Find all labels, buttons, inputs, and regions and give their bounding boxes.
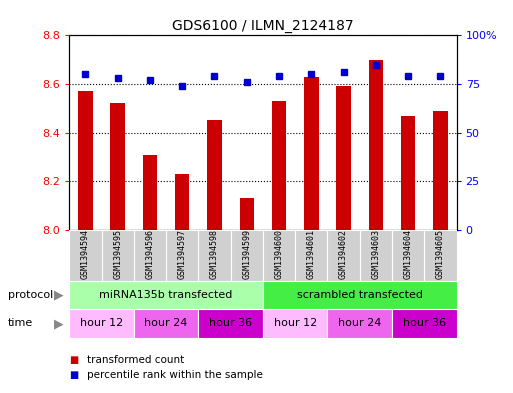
Bar xyxy=(175,174,189,230)
Text: GSM1394604: GSM1394604 xyxy=(404,230,412,279)
Bar xyxy=(78,91,93,230)
Bar xyxy=(231,230,263,281)
Text: hour 12: hour 12 xyxy=(273,318,317,329)
Text: GSM1394601: GSM1394601 xyxy=(307,230,316,279)
Text: time: time xyxy=(8,318,33,329)
Text: ■: ■ xyxy=(69,354,78,365)
Text: GSM1394596: GSM1394596 xyxy=(146,230,154,279)
Bar xyxy=(199,309,263,338)
Bar xyxy=(337,86,351,230)
Text: GSM1394597: GSM1394597 xyxy=(177,230,187,279)
Bar xyxy=(392,309,457,338)
Text: hour 36: hour 36 xyxy=(403,318,446,329)
Text: GSM1394605: GSM1394605 xyxy=(436,230,445,279)
Text: GSM1394603: GSM1394603 xyxy=(371,230,380,279)
Bar xyxy=(110,103,125,230)
Text: GSM1394595: GSM1394595 xyxy=(113,230,122,279)
Bar xyxy=(69,281,263,309)
Bar xyxy=(69,230,102,281)
Bar xyxy=(401,116,416,230)
Text: hour 12: hour 12 xyxy=(80,318,123,329)
Text: hour 24: hour 24 xyxy=(144,318,188,329)
Text: GSM1394600: GSM1394600 xyxy=(274,230,284,279)
Bar xyxy=(369,60,383,230)
Bar xyxy=(263,230,295,281)
Bar xyxy=(304,77,319,230)
Text: GSM1394594: GSM1394594 xyxy=(81,230,90,279)
Bar xyxy=(360,230,392,281)
Bar xyxy=(207,121,222,230)
Bar xyxy=(392,230,424,281)
Text: GSM1394599: GSM1394599 xyxy=(242,230,251,279)
Bar xyxy=(263,309,327,338)
Bar xyxy=(424,230,457,281)
Bar xyxy=(134,230,166,281)
Bar xyxy=(143,154,157,230)
Bar xyxy=(433,111,448,230)
Text: GSM1394598: GSM1394598 xyxy=(210,230,219,279)
Text: ▶: ▶ xyxy=(54,317,64,330)
Text: GSM1394602: GSM1394602 xyxy=(339,230,348,279)
Bar xyxy=(272,101,286,230)
Bar xyxy=(134,309,199,338)
Bar xyxy=(295,230,327,281)
Bar xyxy=(327,309,392,338)
Bar xyxy=(240,198,254,230)
Bar xyxy=(327,230,360,281)
Bar xyxy=(199,230,231,281)
Text: transformed count: transformed count xyxy=(87,354,185,365)
Bar xyxy=(166,230,199,281)
Text: percentile rank within the sample: percentile rank within the sample xyxy=(87,369,263,380)
Bar xyxy=(102,230,134,281)
Title: GDS6100 / ILMN_2124187: GDS6100 / ILMN_2124187 xyxy=(172,19,354,33)
Bar xyxy=(263,281,457,309)
Text: ▶: ▶ xyxy=(54,288,64,302)
Text: ■: ■ xyxy=(69,369,78,380)
Text: hour 36: hour 36 xyxy=(209,318,252,329)
Text: protocol: protocol xyxy=(8,290,53,300)
Text: scrambled transfected: scrambled transfected xyxy=(297,290,423,300)
Text: miRNA135b transfected: miRNA135b transfected xyxy=(100,290,233,300)
Text: hour 24: hour 24 xyxy=(338,318,382,329)
Bar xyxy=(69,309,134,338)
